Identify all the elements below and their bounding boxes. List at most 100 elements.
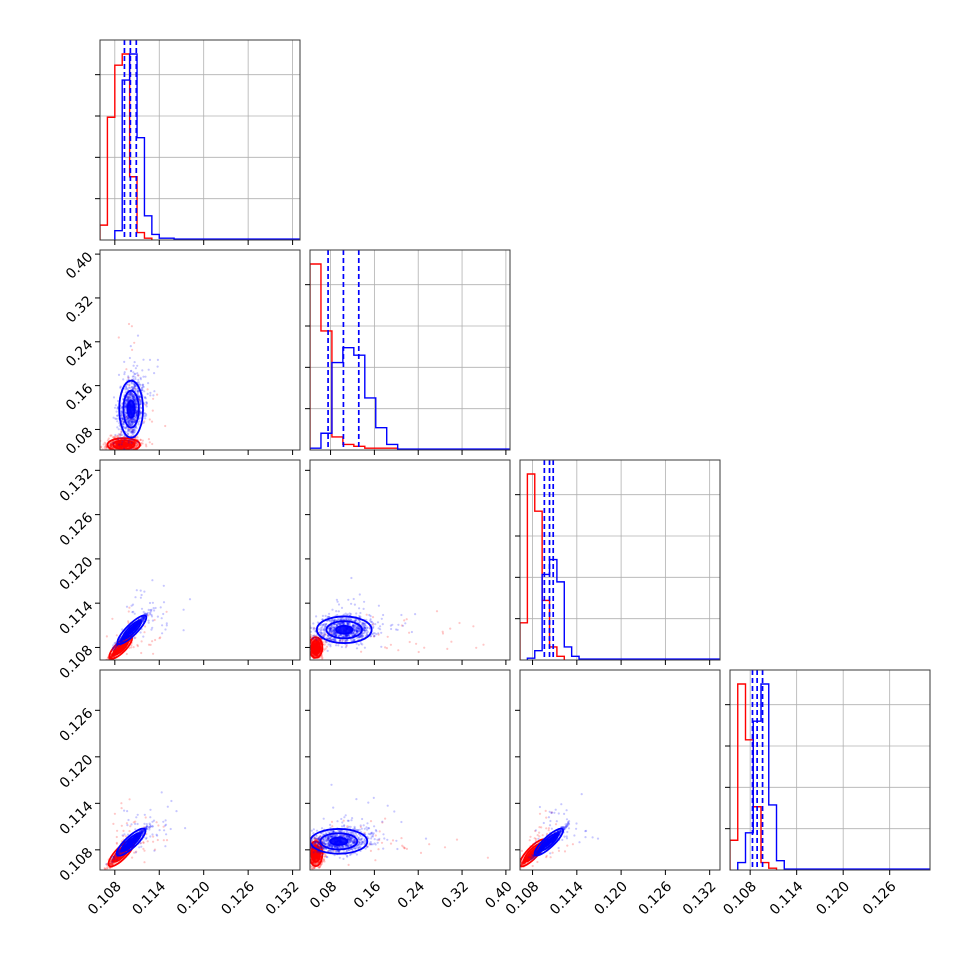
point-blue (130, 420, 133, 423)
point-red (116, 442, 119, 445)
point-blue (131, 381, 134, 384)
point-blue (130, 604, 133, 607)
point-blue (141, 385, 144, 388)
point-red (275, 653, 277, 655)
point-blue (130, 420, 133, 424)
point-red (389, 643, 392, 646)
point-blue (143, 412, 146, 415)
point-blue (127, 421, 130, 424)
point-blue (120, 414, 123, 417)
point-blue (127, 376, 130, 379)
point-blue (147, 368, 150, 371)
point-red (115, 443, 118, 446)
point-red (294, 632, 296, 634)
point-red (321, 656, 324, 659)
point-red (115, 651, 118, 654)
point-blue (126, 433, 129, 436)
point-blue (121, 418, 124, 421)
point-red (114, 443, 117, 446)
point-blue (122, 421, 126, 424)
point-blue (124, 385, 127, 388)
point-red (110, 452, 112, 454)
point-red (115, 442, 118, 445)
point-blue (142, 385, 145, 388)
hist-panel-p2 (515, 459, 721, 665)
point-red (136, 436, 139, 439)
point-blue (126, 417, 129, 420)
point-blue (133, 383, 136, 386)
point-red (307, 641, 309, 643)
point-red (110, 653, 113, 657)
point-blue (116, 414, 119, 417)
point-blue (123, 435, 126, 438)
point-blue (132, 386, 135, 389)
point-blue (134, 596, 137, 599)
point-red (126, 415, 129, 418)
point-blue (134, 429, 137, 432)
point-blue (128, 395, 131, 398)
point-blue (130, 396, 133, 399)
point-blue (162, 584, 165, 587)
point-blue (141, 616, 144, 619)
point-blue (137, 381, 140, 384)
point-blue (145, 402, 148, 405)
point-blue (125, 399, 128, 402)
hist-panel-p0 (95, 39, 301, 245)
point-blue (127, 422, 130, 425)
point-red (134, 465, 136, 467)
point-red (450, 640, 453, 643)
scatter-content-p0-p2 (103, 579, 192, 665)
point-red (111, 654, 114, 657)
point-red (128, 646, 131, 650)
point-blue (120, 417, 123, 420)
point-blue (125, 398, 128, 401)
point-red (137, 374, 140, 377)
point-blue (117, 373, 121, 376)
point-blue (126, 396, 130, 399)
point-red (441, 632, 445, 635)
point-red (306, 650, 308, 652)
point-blue (124, 404, 128, 408)
point-blue (131, 398, 134, 401)
hist-blue-p1 (310, 347, 510, 450)
point-red (111, 436, 115, 439)
point-blue (165, 624, 168, 627)
point-red (109, 434, 112, 437)
point-red (129, 442, 132, 445)
point-red (110, 443, 113, 446)
point-blue (114, 645, 117, 648)
point-blue (121, 422, 124, 426)
hist-content-p2 (520, 460, 720, 660)
point-red (136, 442, 139, 445)
point-blue (140, 407, 143, 410)
point-red (307, 649, 309, 651)
point-blue (143, 390, 146, 393)
point-blue (113, 406, 117, 409)
point-blue (123, 636, 126, 639)
point-blue (118, 436, 121, 439)
point-blue (134, 415, 137, 418)
point-blue (145, 401, 148, 404)
point-red (103, 663, 105, 665)
point-blue (137, 390, 140, 393)
point-red (135, 411, 138, 414)
point-red (312, 661, 314, 663)
point-blue (132, 395, 135, 398)
contour-blue-0 (118, 379, 144, 439)
point-blue (124, 408, 127, 411)
point-blue (125, 634, 128, 637)
point-red (110, 451, 112, 453)
point-red (150, 420, 154, 423)
point-red (114, 651, 117, 654)
point-blue (118, 443, 121, 446)
contour-red-1 (112, 439, 136, 450)
point-red (107, 660, 109, 662)
point-blue (130, 394, 133, 397)
point-blue (133, 398, 136, 401)
point-blue (135, 402, 138, 406)
point-blue (129, 423, 132, 426)
point-blue (117, 433, 120, 436)
point-blue (140, 593, 143, 597)
point-blue (124, 406, 127, 409)
point-blue (127, 422, 131, 425)
